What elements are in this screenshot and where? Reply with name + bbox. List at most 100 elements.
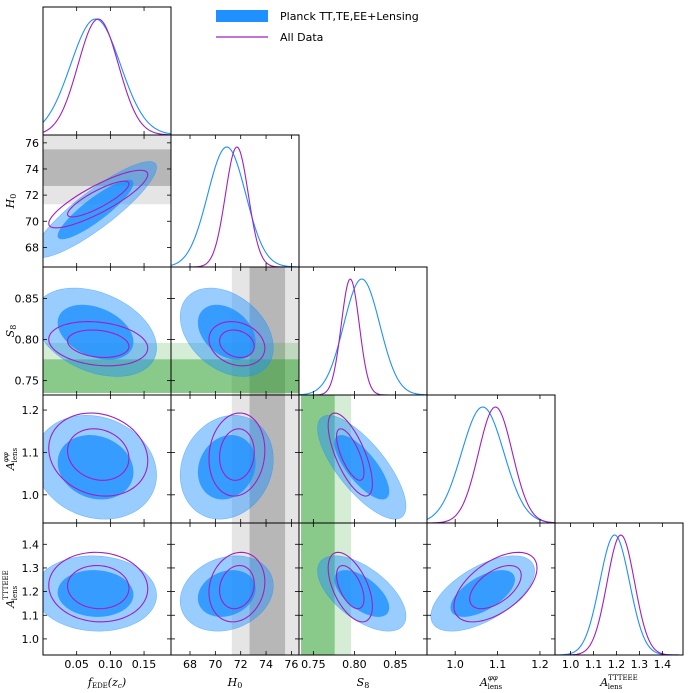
x-tick-label-A_lens_TTTEEE: 1.0 [562,658,580,671]
panel-A_lens_TTTEEE-A_lens_phiphi [426,522,556,656]
y-tick-label-A_lens_phiphi: 1.0 [22,489,40,502]
panel-A_lens_phiphi-f_EDE [42,394,172,524]
panel-content [179,395,299,523]
panel-content [43,412,157,520]
y-tick-label-H0: 74 [25,163,39,176]
contour-alldata-1sigma [219,564,255,610]
panel-S8-H0 [170,266,300,396]
panel-A_lens_phiphi-S8 [298,394,428,524]
legend: Planck TT,TE,EE+Lensing All Data [216,10,419,44]
contour-alldata-2sigma [48,551,149,623]
y-tick-label-A_lens_TTTEEE: 1.1 [22,609,40,622]
x-tick-label-A_lens_TTTEEE: 1.2 [608,658,626,671]
panel-content [301,395,407,523]
y-tick-label-A_lens_TTTEEE: 1.2 [22,586,40,599]
panel-frame [554,522,684,656]
contour-alldata-2sigma [48,412,149,497]
y-tick-label-H0: 70 [25,215,39,228]
panel-content [43,287,171,393]
panel-f_EDE-f_EDE [42,6,172,136]
band-inner-S8 [301,523,335,655]
panel-content [555,534,683,655]
x-axis-label-f_EDE: fEDE(zc) [87,676,126,690]
x-tick-label-f_EDE: 0.05 [64,658,89,671]
contour-alldata-2sigma [48,321,149,367]
panel-content [171,267,299,395]
x-tick-label-H0: 76 [284,658,298,671]
y-tick-label-A_lens_TTTEEE: 1.3 [22,562,40,575]
panel-frame [426,394,556,524]
marginal-curve-alldata [43,18,171,135]
contour-alldata-1sigma [66,564,130,610]
contour-planck-1sigma [334,435,390,500]
marginal-curve-alldata [555,534,683,655]
marginal-curve-alldata [427,406,555,523]
panel-content [430,551,538,632]
contour-alldata-1sigma [336,428,365,481]
marginal-curve-planck [43,18,171,135]
contour-planck-1sigma [57,435,134,500]
y-axis-label-S8: S8 [4,325,18,338]
contour-alldata-1sigma [66,329,130,358]
x-tick-label-S8: 0.75 [301,658,326,671]
marginal-curve-planck [427,406,555,523]
x-axis-label-H0: H0 [227,676,243,690]
y-tick-label-A_lens_phiphi: 1.1 [22,446,40,459]
legend-label-planck: Planck TT,TE,EE+Lensing [280,10,419,23]
panel-content [301,523,407,655]
x-tick-label-A_lens_phiphi: 1.2 [531,658,549,671]
panel-content [427,406,555,523]
panel-content [171,146,299,267]
x-tick-label-H0: 68 [183,658,197,671]
x-tick-label-A_lens_TTTEEE: 1.1 [585,658,603,671]
y-tick-label-S8: 0.75 [15,375,40,388]
legend-swatch-planck [216,10,268,22]
x-axis-label-A_lens_TTTEEE: ATTTEEE lens [599,674,638,691]
panel-A_lens_phiphi-H0 [170,394,300,524]
contour-alldata-1sigma [219,428,255,481]
panel-content [43,551,157,632]
contour-planck-1sigma [197,435,256,500]
panel-A_lens_TTTEEE-H0 [170,522,300,656]
marginal-curve-planck [555,534,683,655]
legend-label-alldata: All Data [280,31,323,44]
y-tick-label-A_lens_phiphi: 1.2 [22,404,40,417]
panel-A_lens_TTTEEE-S8 [298,522,428,656]
contour-alldata-1sigma [66,180,130,218]
panel-H0-f_EDE [42,134,172,268]
x-tick-label-H0: 74 [259,658,273,671]
y-tick-label-S8: 0.85 [15,293,40,306]
marginal-curve-planck [171,146,299,267]
panel-A_lens_TTTEEE-f_EDE [42,522,172,656]
x-tick-label-f_EDE: 0.15 [132,658,157,671]
x-tick-label-S8: 0.80 [342,658,367,671]
panel-frame [42,6,172,136]
panel-A_lens_phiphi-A_lens_phiphi [426,394,556,524]
contour-alldata-1sigma [66,428,130,481]
contour-alldata-2sigma [327,412,373,497]
contour-planck-1sigma [334,570,390,617]
x-tick-label-H0: 70 [208,658,222,671]
panel-S8-S8 [298,266,428,396]
band-inner-H0 [249,395,286,523]
contour-planck-1sigma [197,304,256,360]
x-tick-label-f_EDE: 0.10 [98,658,123,671]
contour-alldata-2sigma [327,551,373,623]
panel-H0-H0 [170,134,300,268]
contour-planck-1sigma [197,570,256,617]
y-axis-label-A_lens_TTTEEE: ATTTEEElens [2,570,19,609]
y-tick-label-A_lens_TTTEEE: 1.4 [22,538,40,551]
x-tick-label-S8: 0.85 [383,658,408,671]
x-tick-label-A_lens_phiphi: 1.0 [446,658,464,671]
contour-alldata-2sigma [48,169,149,229]
y-tick-label-H0: 72 [25,189,39,202]
contour-alldata-2sigma [208,551,266,623]
y-tick-label-A_lens_TTTEEE: 1.0 [22,633,40,646]
contour-planck-1sigma [57,304,134,360]
contour-alldata-1sigma [469,564,522,610]
band-inner-S8 [301,395,335,523]
x-tick-label-A_lens_TTTEEE: 1.4 [654,658,672,671]
y-axis-label-A_lens_phiphi: Aφφlens [2,447,19,471]
y-axis-label-H0: H0 [4,194,18,210]
